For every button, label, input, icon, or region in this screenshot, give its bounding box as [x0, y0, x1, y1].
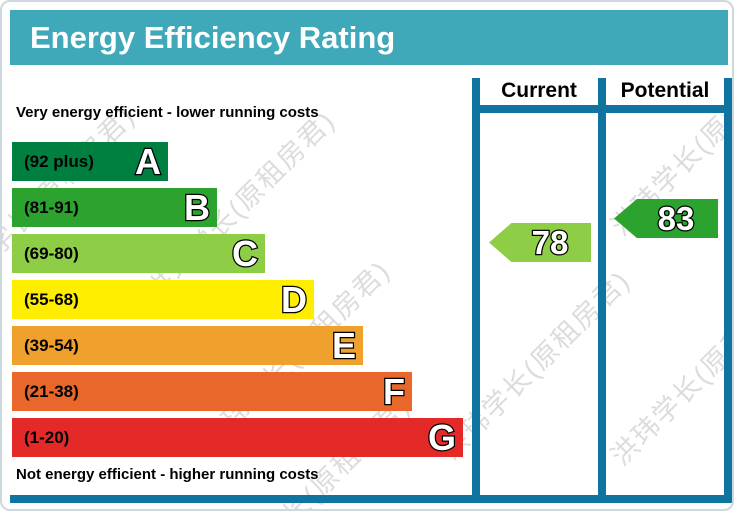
band-c: (69-80) C [12, 234, 265, 273]
band-e-range: (39-54) [24, 335, 79, 355]
top-caption: Very energy efficient - lower running co… [16, 104, 319, 121]
band-c-range: (69-80) [24, 243, 79, 263]
band-f: (21-38) F [12, 372, 412, 411]
band-a: (92 plus) A [12, 142, 168, 181]
column-divider [598, 78, 606, 503]
band-a-range: (92 plus) [24, 151, 94, 171]
band-e: (39-54) E [12, 326, 363, 365]
band-d: (55-68) D [12, 280, 314, 319]
watermark: 洪玮学长(原租房君) [605, 270, 734, 472]
current-value: 78 [530, 223, 569, 262]
band-c-letter: C [231, 232, 260, 274]
band-b: (81-91) B [12, 188, 217, 227]
potential-column-header: Potential [620, 79, 710, 102]
band-a-letter: A [134, 140, 163, 182]
column-header-underline [472, 105, 732, 113]
band-f-range: (21-38) [24, 381, 79, 401]
page-title: Energy Efficiency Rating [10, 10, 728, 65]
column-divider [724, 78, 732, 503]
band-b-range: (81-91) [24, 197, 79, 217]
band-d-letter: D [280, 278, 309, 320]
band-b-letter: B [183, 186, 212, 228]
band-f-letter: F [382, 370, 407, 412]
potential-arrow: 83 [614, 199, 718, 238]
band-g: (1-20) G [12, 418, 463, 457]
band-e-letter: E [331, 324, 358, 366]
chart-bottom-border [10, 495, 728, 503]
potential-value: 83 [656, 199, 695, 238]
current-column-header: Current [501, 79, 577, 102]
band-d-range: (55-68) [24, 289, 79, 309]
current-arrow: 78 [489, 223, 591, 262]
column-divider [472, 78, 480, 503]
band-g-letter: G [427, 416, 458, 458]
band-g-range: (1-20) [24, 427, 70, 447]
bottom-caption: Not energy efficient - higher running co… [16, 466, 319, 483]
